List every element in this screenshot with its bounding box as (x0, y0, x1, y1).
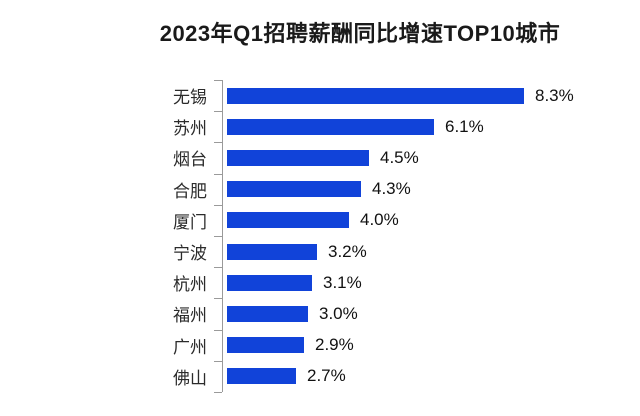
axis-tick (214, 392, 222, 393)
category-label: 佛山 (173, 368, 207, 388)
bar-row: 广州 2.9% (0, 330, 640, 361)
category-label: 广州 (173, 337, 207, 357)
bar (227, 181, 361, 198)
bar (227, 212, 349, 229)
axis-tick (214, 361, 222, 362)
y-axis-line (222, 80, 223, 392)
category-label: 合肥 (173, 181, 207, 201)
value-label: 2.7% (307, 366, 346, 386)
value-label: 8.3% (535, 85, 574, 105)
bar (227, 118, 434, 135)
bar-row: 烟台 4.5% (0, 142, 640, 173)
bar (227, 274, 312, 291)
value-label: 3.1% (323, 272, 362, 292)
axis-tick (214, 142, 222, 143)
category-label: 厦门 (173, 212, 207, 232)
category-label: 无锡 (173, 88, 207, 108)
bar-row: 佛山 2.7% (0, 361, 640, 392)
value-label: 3.2% (328, 241, 367, 261)
axis-tick (214, 80, 222, 81)
axis-tick (214, 174, 222, 175)
axis-tick (214, 236, 222, 237)
bar-row: 苏州 6.1% (0, 111, 640, 142)
chart-title: 2023年Q1招聘薪酬同比增速TOP10城市 (159, 21, 561, 46)
axis-tick (214, 267, 222, 268)
value-label: 2.9% (315, 335, 354, 355)
axis-tick (214, 205, 222, 206)
axis-tick (214, 330, 222, 331)
bar (227, 87, 524, 104)
bar-row: 合肥 4.3% (0, 174, 640, 205)
axis-tick (214, 298, 222, 299)
value-label: 3.0% (319, 303, 358, 323)
bar (227, 149, 369, 166)
category-label: 杭州 (173, 275, 207, 295)
bar (227, 368, 296, 385)
bar-row: 宁波 3.2% (0, 236, 640, 267)
value-label: 4.5% (380, 147, 419, 167)
bar-row: 杭州 3.1% (0, 267, 640, 298)
bar-row: 厦门 4.0% (0, 205, 640, 236)
value-label: 4.3% (372, 179, 411, 199)
bar (227, 337, 304, 354)
bar-row: 无锡 8.3% (0, 80, 640, 111)
category-label: 福州 (173, 306, 207, 326)
bar (227, 243, 317, 260)
bar-row: 福州 3.0% (0, 298, 640, 329)
value-label: 4.0% (360, 210, 399, 230)
category-label: 烟台 (173, 150, 207, 170)
axis-tick (214, 111, 222, 112)
category-label: 宁波 (173, 244, 207, 264)
bar (227, 305, 308, 322)
category-label: 苏州 (173, 119, 207, 139)
value-label: 6.1% (445, 116, 484, 136)
